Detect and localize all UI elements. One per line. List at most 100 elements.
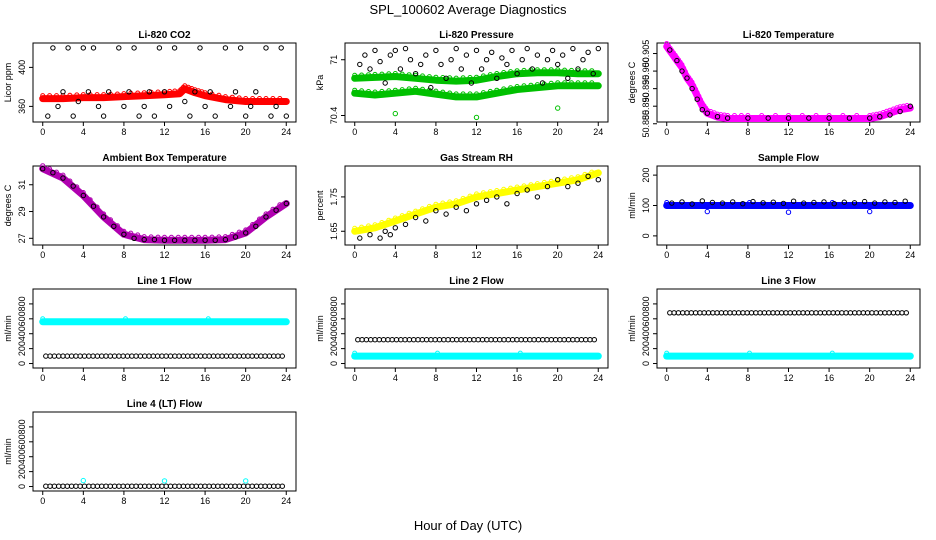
data-point [750,198,756,205]
data-point [841,199,847,205]
data-point [494,71,500,76]
data-point [548,337,554,343]
data-point [796,310,802,316]
data-point [270,206,276,212]
data-point [402,221,409,228]
data-point [171,45,178,51]
x-tick-label: 4 [81,496,86,506]
data-point [903,310,909,316]
data-point [839,310,845,316]
panel-title: Li-820 CO2 [138,30,191,41]
data-point [411,337,417,343]
data-point [521,67,527,73]
data-point [549,47,556,54]
data-point [159,353,165,359]
y-tick-label: 600 [641,311,651,326]
data-point [861,198,868,205]
data-point [433,88,439,94]
x-tick-label: 20 [865,127,875,137]
x-tick-label: 20 [553,373,563,383]
data-point [747,350,752,356]
data-point [228,353,234,359]
x-tick-label: 24 [281,250,291,260]
data-point [834,310,841,316]
y-tick-label: 0 [17,484,27,489]
data-point [172,353,178,359]
data-point [392,47,398,54]
data-point [745,115,751,121]
data-point [73,353,79,359]
series-3 [357,45,601,91]
data-point [182,234,188,240]
x-tick-label: 0 [664,373,669,383]
data-point [786,113,791,118]
x-tick-label: 24 [281,127,291,137]
data-point [385,337,391,343]
data-point [689,85,695,92]
data-point [172,88,178,94]
data-point [799,113,805,118]
data-point [458,337,464,343]
data-point [387,52,393,58]
data-point [892,199,898,206]
data-point [467,91,473,97]
data-point [595,45,601,52]
data-point [263,211,269,217]
data-point [569,175,574,181]
data-point [176,353,182,359]
data-point [487,72,493,78]
data-point [392,71,398,76]
data-point [257,96,262,101]
data-point [206,353,212,359]
data-point [167,353,174,359]
x-tick-label: 20 [865,373,875,383]
data-point [745,113,751,118]
data-point [352,225,358,231]
data-point [489,49,495,55]
panel-title: Ambient Box Temperature [102,153,227,164]
data-point [667,310,673,316]
series-2 [40,166,289,244]
page-title: SPL_100602 Average Diagnostics [369,2,567,17]
data-point [453,204,459,210]
y-tick-label: 400 [17,326,27,341]
data-point [215,353,221,359]
data-point [759,113,765,118]
data-point [382,80,388,86]
data-point [528,182,534,188]
x-tick-label: 24 [593,127,603,137]
data-point [283,200,289,207]
panel-title: Line 3 Flow [761,276,816,287]
y-axis-label: ml/min [627,315,637,342]
data-point [47,483,53,489]
y-tick-label: 27 [17,233,27,243]
data-point [697,310,703,316]
data-point [253,483,260,489]
data-point [873,310,879,316]
data-point [860,310,866,316]
data-point [699,107,705,113]
x-tick-label: 4 [705,373,710,383]
data-point [704,110,710,116]
data-point [372,222,378,228]
data-point [387,232,393,238]
plot-panel-10: Line 4 (LT) Flow 0 4 8 12 16 20 24 0 200400600800… [3,399,297,506]
data-point [279,353,285,359]
series-band [351,169,602,235]
data-point [212,237,218,244]
data-point [519,57,525,63]
data-point [504,201,510,207]
data-point [121,231,127,238]
data-point [524,187,530,193]
data-point [175,234,181,240]
data-point [449,337,456,343]
data-point [126,89,132,95]
data-point [258,483,264,489]
data-point [279,483,285,489]
data-point [735,310,742,316]
series-band [39,85,290,105]
panel-title: Gas Stream RH [440,153,513,164]
data-point [163,483,169,489]
series-1 [663,41,914,122]
